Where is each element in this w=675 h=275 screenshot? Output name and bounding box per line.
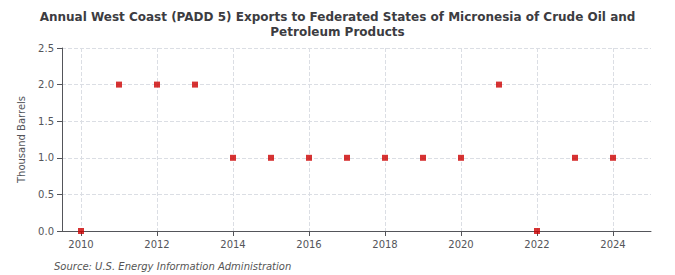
svg-text:2.5: 2.5 [38,43,54,54]
svg-text:1.5: 1.5 [38,116,54,127]
svg-text:2018: 2018 [372,239,397,250]
svg-text:2016: 2016 [296,239,321,250]
svg-text:2022: 2022 [524,239,549,250]
svg-text:2014: 2014 [220,239,245,250]
svg-text:2.0: 2.0 [38,79,54,90]
svg-text:2012: 2012 [144,239,169,250]
svg-text:2010: 2010 [68,239,93,250]
svg-text:Thousand Barrels: Thousand Barrels [16,96,27,184]
svg-text:0.0: 0.0 [38,226,54,237]
svg-text:0.5: 0.5 [38,189,54,200]
svg-text:2020: 2020 [448,239,473,250]
svg-text:Source: U.S. Energy Informatio: Source: U.S. Energy Information Administ… [54,261,291,272]
svg-text:1.0: 1.0 [38,152,54,163]
svg-text:Petroleum Products: Petroleum Products [270,25,404,39]
svg-text:Annual West Coast (PADD 5) Exp: Annual West Coast (PADD 5) Exports to Fe… [40,10,636,24]
svg-text:2024: 2024 [600,239,625,250]
